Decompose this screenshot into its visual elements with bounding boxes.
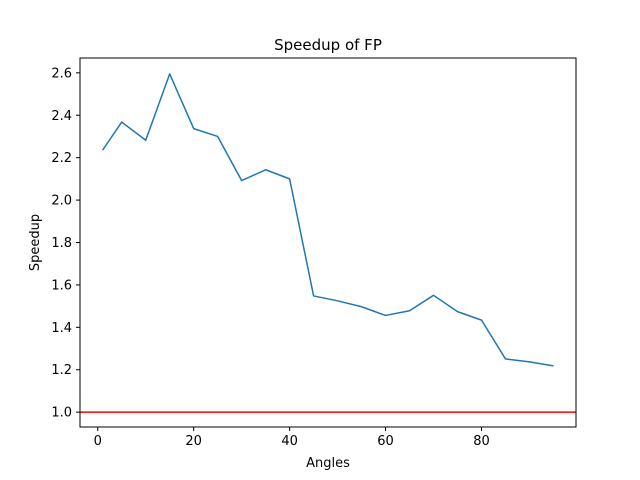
y-tick-label: 1.8 [51, 236, 72, 251]
y-tick-label: 1.0 [51, 406, 72, 421]
x-tick-label: 20 [185, 434, 202, 449]
y-tick-label: 2.4 [51, 109, 72, 124]
plot-layer [80, 73, 576, 413]
y-tick-label: 2.0 [51, 194, 72, 209]
ticks-layer: 0 20 40 60 80 1.0 1.2 1.4 1.6 1.8 2.0 2.2 2.4 2.6 [51, 66, 489, 449]
x-tick-label: 40 [281, 434, 298, 449]
x-tick-label: 60 [377, 434, 394, 449]
y-tick-label: 1.4 [51, 321, 72, 336]
y-tick-label: 1.2 [51, 363, 72, 378]
y-axis-title: Speedup [28, 214, 43, 271]
x-tick-label: 80 [473, 434, 490, 449]
y-tick-label: 2.2 [51, 151, 72, 166]
chart-title: Speedup of FP [274, 36, 382, 54]
y-tick-label: 2.6 [51, 66, 72, 81]
series-line-0 [101, 73, 554, 367]
x-axis-title: Angles [306, 456, 350, 471]
y-tick-label: 1.6 [51, 278, 72, 293]
x-tick-label: 0 [94, 434, 102, 449]
